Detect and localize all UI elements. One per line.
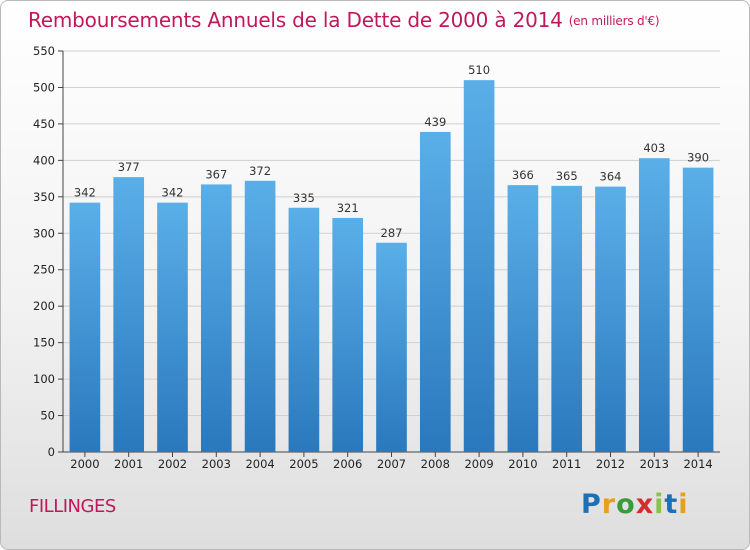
bar-value-label: 342 (162, 186, 184, 200)
bar (376, 242, 407, 452)
y-tick-label: 550 (33, 44, 55, 58)
bar (157, 202, 188, 452)
bar-value-label: 439 (424, 115, 446, 129)
bar-value-label: 366 (512, 168, 534, 182)
bar (551, 185, 583, 452)
bar-value-label: 335 (293, 191, 315, 205)
x-tick-label: 2006 (333, 457, 362, 471)
y-tick-label: 300 (33, 226, 55, 240)
commune-name: FILLINGES (29, 496, 116, 517)
x-tick-label: 2005 (289, 457, 318, 471)
x-tick-label: 2011 (552, 457, 581, 471)
x-tick-label: 2012 (596, 457, 625, 471)
bar (113, 177, 145, 452)
bar (595, 186, 626, 453)
bar-value-label: 364 (600, 170, 622, 184)
x-tick-label: 2009 (464, 457, 493, 471)
chart-title-text: Remboursements Annuels de la Dette de 20… (28, 8, 563, 32)
y-tick-label: 150 (33, 336, 55, 350)
chart-title: Remboursements Annuels de la Dette de 20… (28, 8, 660, 32)
bar-value-label: 390 (687, 151, 709, 165)
bar (682, 167, 714, 452)
chart-unit-label: (en milliers d'€) (568, 14, 660, 28)
logo-letter: x (635, 489, 655, 520)
y-tick-label: 200 (33, 299, 55, 313)
logo-letter: o (616, 489, 636, 520)
bar-value-label: 372 (249, 164, 271, 178)
x-tick-label: 2014 (683, 457, 712, 471)
x-tick-label: 2003 (202, 457, 231, 471)
y-tick-label: 250 (33, 263, 55, 277)
x-tick-label: 2001 (114, 457, 143, 471)
y-tick-label: 400 (33, 153, 55, 167)
y-tick-label: 0 (48, 445, 55, 459)
bar-value-label: 287 (381, 226, 403, 240)
bar (69, 202, 101, 452)
y-tick-label: 350 (33, 190, 55, 204)
bar-value-label: 403 (643, 141, 665, 155)
x-tick-label: 2002 (158, 457, 187, 471)
proxiti-logo: Proxiti (581, 489, 689, 520)
x-tick-label: 2013 (640, 457, 669, 471)
bar (419, 131, 451, 453)
y-tick-label: 50 (40, 409, 55, 423)
x-tick-label: 2000 (70, 457, 99, 471)
bar (507, 185, 539, 453)
y-tick-label: 450 (33, 117, 55, 131)
logo-letter: i (678, 489, 689, 520)
bar (244, 180, 276, 452)
bar-value-label: 510 (468, 63, 490, 77)
logo-letter: t (664, 489, 679, 520)
bar (288, 207, 320, 452)
bar-value-label: 321 (337, 201, 359, 215)
y-tick-label: 100 (33, 372, 55, 386)
x-tick-label: 2007 (377, 457, 406, 471)
logo-letter: r (601, 489, 617, 520)
x-tick-label: 2004 (245, 457, 274, 471)
bar (638, 158, 670, 452)
bar (332, 217, 364, 452)
y-tick-label: 500 (33, 80, 55, 94)
bar-value-label: 365 (556, 169, 578, 183)
bar-value-label: 377 (118, 160, 140, 174)
bar (200, 184, 232, 452)
x-tick-label: 2008 (421, 457, 450, 471)
logo-letter: i (654, 489, 665, 520)
x-tick-label: 2010 (508, 457, 537, 471)
bar-value-label: 342 (74, 186, 96, 200)
logo-letter: P (581, 489, 602, 520)
bar-value-label: 367 (205, 167, 227, 181)
bar (463, 80, 495, 452)
